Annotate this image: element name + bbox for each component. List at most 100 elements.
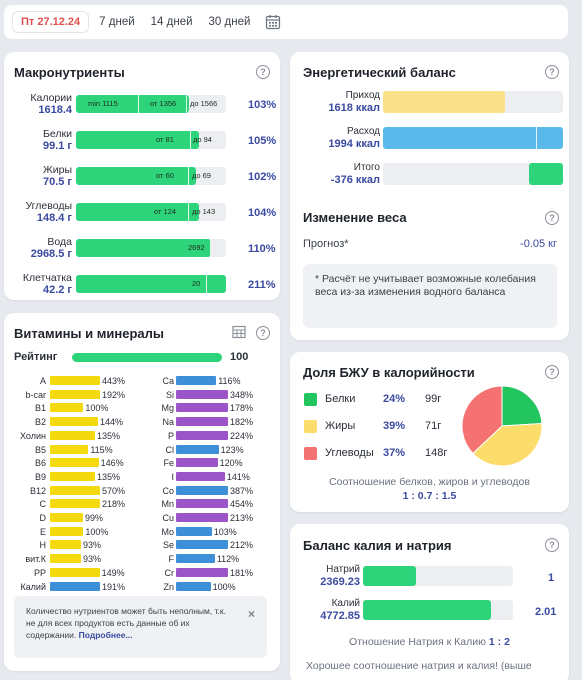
nutrient-bar xyxy=(176,499,228,509)
macronutrients-title: Макронутриенты xyxy=(14,65,125,80)
period-30-days[interactable]: 30 дней xyxy=(208,16,251,28)
more-link[interactable]: Подробнее... xyxy=(78,630,133,640)
nutrient-row: PP 149% xyxy=(4,567,139,579)
bju-row-protein: Белки 24% 99г xyxy=(304,392,464,408)
nutrient-bar xyxy=(176,444,219,454)
energy-bar-fill xyxy=(528,163,563,185)
macro-bar: от 124 до 143 xyxy=(76,203,226,221)
nutrient-label: P xyxy=(167,430,174,441)
nutrient-percent: 100% xyxy=(85,526,109,537)
kna-title: Баланс калия и натрия xyxy=(303,538,452,553)
nutrient-bar xyxy=(176,471,225,481)
nutrient-row: Cl 123% xyxy=(142,444,277,456)
help-icon[interactable]: ? xyxy=(545,211,559,225)
help-icon[interactable]: ? xyxy=(545,538,559,552)
nutrient-percent: 443% xyxy=(102,376,126,386)
macro-row-calories: Калории 1618.4 min 1115 от 1356 до 1566 1… xyxy=(14,92,279,118)
nutrient-row: B2 144% xyxy=(4,416,139,428)
bju-label: Углеводы xyxy=(325,447,374,459)
macro-row-fat: Жиры 70.5 г от 60 до 69 102% xyxy=(14,164,279,190)
nutrient-row: B5 115% xyxy=(4,444,139,456)
energy-bar xyxy=(383,127,563,149)
kna-footer: Хорошее соотношение натрия и калия! (выш… xyxy=(306,660,532,672)
nutrient-bar xyxy=(176,485,228,495)
nutrient-label: A xyxy=(39,376,46,386)
calendar-icon[interactable] xyxy=(264,13,282,31)
nutrient-row: B9 135% xyxy=(4,471,139,483)
nutrient-row: B12 570% xyxy=(4,485,139,497)
nutrient-bar xyxy=(50,430,95,440)
pie-slice xyxy=(461,385,503,455)
nutrient-bar xyxy=(50,458,99,468)
nutrient-percent: 192% xyxy=(102,389,126,400)
nutrient-label: Na xyxy=(162,417,174,428)
period-14-days[interactable]: 14 дней xyxy=(150,16,193,28)
nutrient-label: Se xyxy=(162,540,174,551)
kna-label: Калий xyxy=(331,598,360,609)
nutrient-row: B6 146% xyxy=(4,457,139,469)
close-icon[interactable]: × xyxy=(247,607,255,621)
kna-bar-fill xyxy=(363,600,491,620)
nutrient-percent: 144% xyxy=(100,417,124,428)
kna-value: 2369.23 xyxy=(320,576,360,588)
nutrient-row: Cr 181% xyxy=(142,567,277,579)
nutrient-row: H 93% xyxy=(4,539,139,551)
nutrient-percent: 112% xyxy=(216,554,240,565)
nutrient-label: I xyxy=(171,471,174,482)
nutrient-row: A 443% xyxy=(4,375,139,387)
nutrient-percent: 182% xyxy=(230,417,254,428)
bju-percent: 37% xyxy=(383,447,406,459)
rating-label: Рейтинг xyxy=(14,351,58,363)
date-selector[interactable]: Пт 27.12.24 xyxy=(12,11,90,33)
nutrient-row: Cu 213% xyxy=(142,512,277,524)
nutrient-bar xyxy=(176,513,228,522)
energy-value: 1618 ккал xyxy=(328,102,380,114)
nutrient-label: E xyxy=(39,526,46,537)
rating-bar xyxy=(72,353,222,362)
nutrient-bar xyxy=(176,581,211,591)
nutrient-row: Mg 178% xyxy=(142,402,277,414)
nutrient-percent: 146% xyxy=(100,458,124,469)
nutrient-notice: Количество нутриентов может быть неполны… xyxy=(14,596,267,658)
nutrient-label: B2 xyxy=(34,417,46,428)
table-icon[interactable] xyxy=(232,325,246,342)
macro-bar: 2692 xyxy=(76,239,226,257)
macro-norm: 20 xyxy=(192,279,201,288)
kna-ratio: 1 xyxy=(548,572,555,584)
energy-value: -376 ккал xyxy=(330,174,380,186)
help-icon[interactable]: ? xyxy=(256,65,270,79)
macro-to: до 1566 xyxy=(190,99,218,108)
nutrient-label: Fe xyxy=(163,458,174,469)
macro-percent: 104% xyxy=(248,207,277,219)
help-icon[interactable]: ? xyxy=(545,65,559,79)
nutrient-label: Калий xyxy=(20,581,46,592)
macro-norm: 2692 xyxy=(188,243,205,252)
nutrient-percent: 116% xyxy=(218,376,241,386)
nutrient-label: Cr xyxy=(164,567,175,578)
help-icon[interactable]: ? xyxy=(545,365,559,379)
nutrient-percent: 224% xyxy=(230,430,254,441)
macro-marker xyxy=(186,95,187,113)
nutrient-percent: 103% xyxy=(213,526,237,537)
energy-label: Приход xyxy=(345,90,380,101)
nutrient-label: B12 xyxy=(29,485,46,496)
macro-to: до 69 xyxy=(192,171,211,180)
kna-ratio: 2.01 xyxy=(535,606,557,618)
macro-value: 2968.5 г xyxy=(30,248,72,260)
macro-percent: 110% xyxy=(248,243,276,255)
nutrient-row: Si 348% xyxy=(142,389,277,401)
macro-row-carbs: Углеводы 148.4 г от 124 до 143 104% xyxy=(14,200,279,226)
period-7-days[interactable]: 7 дней xyxy=(99,16,135,28)
macro-bar-fill xyxy=(76,275,226,293)
nutrient-percent: 120% xyxy=(219,458,243,469)
nutrient-bar xyxy=(176,554,215,564)
nutrient-bar xyxy=(176,430,228,440)
nutrient-percent: 212% xyxy=(230,540,254,551)
macronutrients-card: Макронутриенты ? Калории 1618.4 min 1115 … xyxy=(4,52,280,300)
macro-value: 1618.4 xyxy=(38,104,72,116)
nutrient-label: C xyxy=(39,499,47,510)
macro-label: Белки xyxy=(43,128,72,140)
help-icon[interactable]: ? xyxy=(256,326,270,340)
nutrient-row: Co 387% xyxy=(142,485,277,497)
forecast-note: * Расчёт не учитывает возможные колебани… xyxy=(303,264,557,328)
